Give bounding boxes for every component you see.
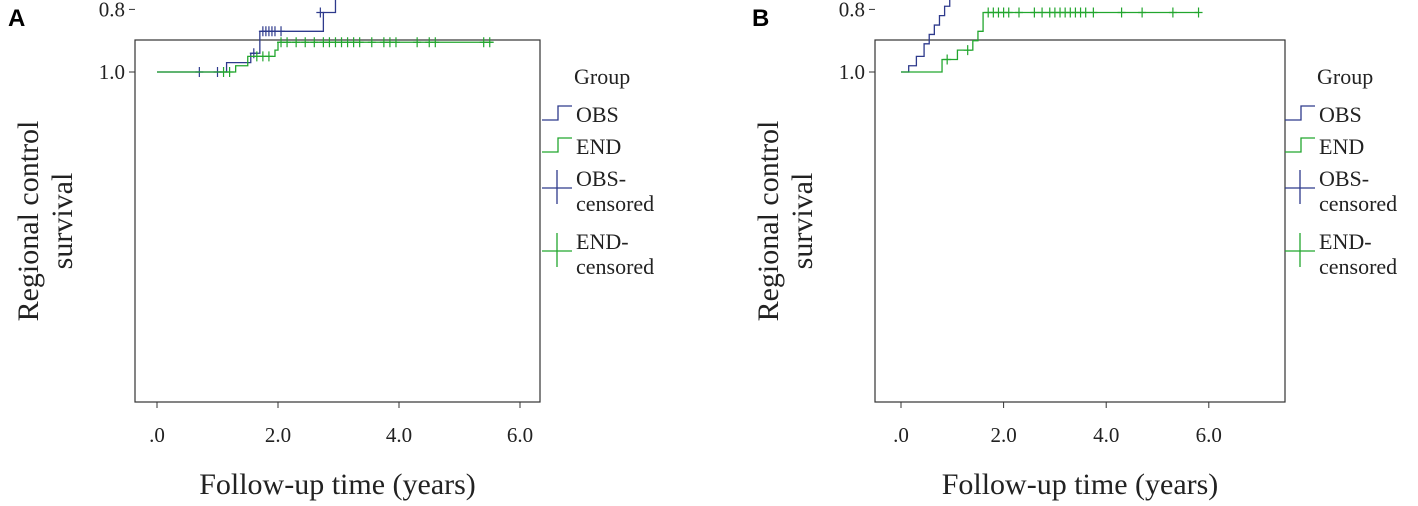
x-tick-label: .0	[893, 423, 909, 447]
panel-b: B0.00.20.40.60.81.0.02.04.06.0Follow-up …	[752, 0, 1397, 501]
x-tick-label: 6.0	[1196, 423, 1222, 447]
legend-label: OBS	[576, 102, 619, 127]
legend-swatch-line	[1285, 137, 1315, 153]
x-tick-label: 2.0	[265, 423, 291, 447]
censor-mark-end	[413, 37, 422, 48]
censor-mark-end	[355, 37, 364, 48]
censor-mark-end	[1038, 7, 1047, 18]
legend-label-line: OBS	[1319, 102, 1362, 127]
survival-curve-end	[157, 41, 493, 73]
legend-swatch-censor	[1285, 170, 1315, 204]
censor-mark-end	[264, 51, 273, 62]
x-tick-label: 4.0	[1093, 423, 1119, 447]
x-tick-label: .0	[149, 423, 165, 447]
legend-label-line: censored	[576, 191, 654, 216]
censor-mark-obs	[277, 26, 286, 37]
legend-label-line: OBS-	[576, 166, 626, 191]
legend-label-line: END	[1319, 134, 1364, 159]
plot-frame	[134, 39, 541, 403]
censor-mark-end	[310, 37, 319, 48]
censor-mark-obs	[316, 7, 325, 18]
legend-label-line: OBS-	[1319, 166, 1369, 191]
legend-swatch-censor	[1285, 233, 1315, 267]
censor-mark-end	[1168, 7, 1177, 18]
legend-swatch-censor	[542, 233, 572, 267]
plot-frame	[874, 39, 1286, 403]
y-tick-label: 1.0	[839, 60, 865, 84]
survival-curve-obs	[901, 0, 951, 73]
y-axis-title-line: Regional control	[12, 121, 45, 322]
censor-mark-end	[1081, 7, 1090, 18]
censor-mark-end	[225, 67, 234, 77]
legend-title: Group	[574, 64, 630, 89]
legend-swatch-line	[542, 105, 572, 121]
legend-label: OBS	[1319, 102, 1362, 127]
y-axis-title-line: survival	[786, 173, 819, 270]
censor-mark-end	[367, 37, 376, 48]
y-tick-label: 0.8	[99, 0, 125, 21]
legend-label-line: censored	[1319, 254, 1397, 279]
y-tick-label: 0.8	[839, 0, 865, 21]
legend-label: END	[1319, 134, 1364, 159]
legend-label-line: END-	[1319, 229, 1372, 254]
panel-label: B	[752, 5, 769, 32]
censor-mark-end	[963, 45, 972, 56]
y-axis-title-line: Regional control	[752, 121, 785, 322]
y-axis-title: Regional controlsurvival	[12, 121, 79, 322]
legend-label-line: censored	[576, 254, 654, 279]
censor-mark-end	[1004, 7, 1013, 18]
legend-label-line: OBS	[576, 102, 619, 127]
censor-mark-end	[391, 37, 400, 48]
y-axis-title: Regional controlsurvival	[752, 121, 819, 322]
legend-swatch-line	[1285, 105, 1315, 121]
censor-mark-end	[292, 37, 301, 48]
panel-a: A0.00.20.40.60.81.0.02.04.06.0Follow-up …	[8, 0, 654, 501]
censor-mark-end	[1138, 7, 1147, 18]
legend-label: OBS-censored	[1319, 166, 1397, 216]
censor-mark-end	[943, 54, 952, 65]
legend-title: Group	[1317, 64, 1373, 89]
censor-mark-end	[301, 37, 310, 48]
legend-label-line: censored	[1319, 191, 1397, 216]
legend-label: END	[576, 134, 621, 159]
legend-swatch-censor	[542, 170, 572, 204]
censor-mark-end	[1089, 7, 1098, 18]
censor-mark-end	[283, 37, 292, 48]
panel-label: A	[8, 5, 25, 32]
x-tick-label: 2.0	[990, 423, 1016, 447]
x-tick-label: 6.0	[507, 423, 533, 447]
legend-swatch-line	[542, 137, 572, 153]
censor-mark-end	[1117, 7, 1126, 18]
censor-mark-end	[485, 37, 494, 48]
censor-mark-end	[1194, 7, 1203, 18]
y-axis-title-line: survival	[46, 173, 79, 270]
legend-label: OBS-censored	[576, 166, 654, 216]
x-axis-title: Follow-up time (years)	[942, 468, 1219, 501]
legend-label-line: END	[576, 134, 621, 159]
censor-mark-end	[1030, 7, 1039, 18]
legend-label: END-censored	[576, 229, 654, 279]
x-axis-title: Follow-up time (years)	[199, 468, 476, 501]
legend-label-line: END-	[576, 229, 629, 254]
y-tick-label: 1.0	[99, 60, 125, 84]
survival-curve-obs	[157, 0, 337, 73]
censor-mark-end	[431, 37, 440, 48]
x-tick-label: 4.0	[386, 423, 412, 447]
survival-curve-end	[901, 11, 1199, 73]
legend-label: END-censored	[1319, 229, 1397, 279]
censor-mark-end	[1014, 7, 1023, 18]
